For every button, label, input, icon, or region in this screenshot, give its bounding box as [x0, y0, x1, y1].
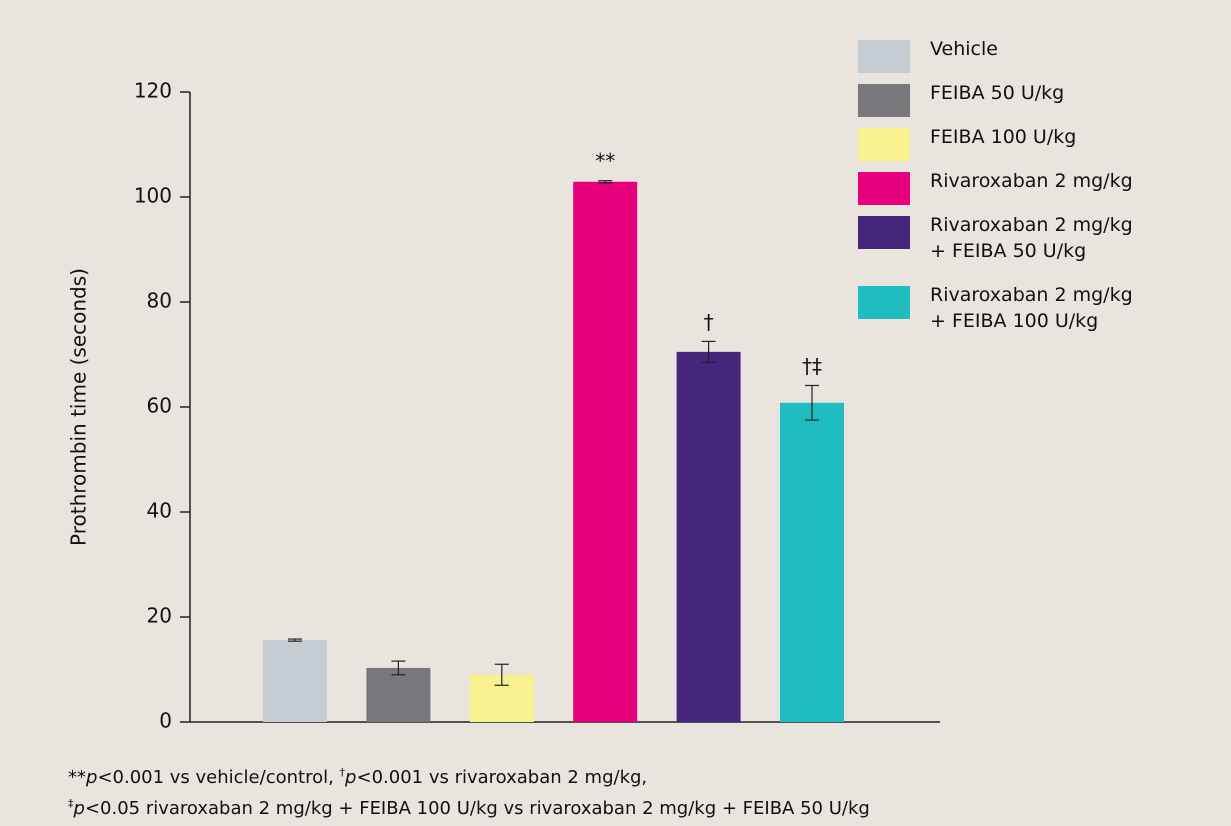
y-tick-label: 0: [159, 709, 172, 733]
legend-label: Rivaroxaban 2 mg/kg: [930, 170, 1133, 192]
annotation: †‡: [802, 354, 822, 378]
footnote-line: ‡p<0.05 rivaroxaban 2 mg/kg + FEIBA 100 …: [68, 791, 870, 822]
legend-swatch: [858, 84, 910, 117]
legend-label: Rivaroxaban 2 mg/kg + FEIBA 50 U/kg: [930, 214, 1133, 262]
legend-item: Vehicle: [858, 36, 1133, 80]
legend-label: Vehicle: [930, 38, 998, 60]
y-tick-label: 120: [134, 79, 172, 103]
bar: [366, 667, 431, 722]
legend-swatch: [858, 128, 910, 161]
legend-label: FEIBA 100 U/kg: [930, 126, 1077, 148]
footnote-text: †: [339, 766, 346, 779]
footnote-text: p: [86, 767, 98, 788]
error-bar: [288, 638, 302, 642]
y-tick-label: 80: [147, 289, 172, 313]
bar: [780, 402, 844, 722]
footnote-text: p: [73, 798, 85, 819]
error-bar: [494, 663, 509, 686]
legend-swatch: [858, 286, 910, 319]
legend-item: FEIBA 100 U/kg: [858, 124, 1133, 168]
annotation: †: [704, 310, 714, 334]
footnote-text: **: [68, 767, 86, 788]
footnote-text: <0.001 vs vehicle/control,: [97, 767, 340, 788]
bar: [263, 640, 327, 722]
legend-item: Rivaroxaban 2 mg/kg + FEIBA 50 U/kg: [858, 212, 1133, 282]
legend-item: FEIBA 50 U/kg: [858, 80, 1133, 124]
legend-swatch: [858, 40, 910, 73]
footnote-text: ‡: [68, 797, 74, 810]
legend-label: Rivaroxaban 2 mg/kg + FEIBA 100 U/kg: [930, 284, 1133, 332]
y-tick-label: 20: [147, 604, 172, 628]
footnote-text: p: [345, 767, 357, 788]
bar: [573, 181, 638, 722]
error-bar: [805, 384, 819, 421]
footnote-text: <0.05 rivaroxaban 2 mg/kg + FEIBA 100 U/…: [84, 798, 870, 819]
annotation: **: [595, 149, 615, 173]
footnote-line: **p<0.001 vs vehicle/control, †p<0.001 v…: [68, 760, 870, 791]
legend: Vehicle FEIBA 50 U/kg FEIBA 100 U/kg Rivaro…: [858, 36, 1133, 352]
y-tick-label: 60: [147, 394, 172, 418]
legend-swatch: [858, 216, 910, 249]
footnote: **p<0.001 vs vehicle/control, †p<0.001 v…: [68, 760, 870, 822]
y-axis-label: Prothrombin time (seconds): [67, 268, 91, 546]
error-bar: [598, 180, 613, 184]
bar: [676, 351, 741, 722]
error-bar: [701, 340, 716, 363]
y-tick-label: 40: [147, 499, 172, 523]
error-bar: [391, 660, 406, 676]
legend-swatch: [858, 172, 910, 205]
y-tick-label: 100: [134, 184, 172, 208]
legend-item: Rivaroxaban 2 mg/kg: [858, 168, 1133, 212]
footnote-text: <0.001 vs rivaroxaban 2 mg/kg,: [356, 767, 648, 788]
legend-label: FEIBA 50 U/kg: [930, 82, 1065, 104]
legend-item: Rivaroxaban 2 mg/kg + FEIBA 100 U/kg: [858, 282, 1133, 352]
